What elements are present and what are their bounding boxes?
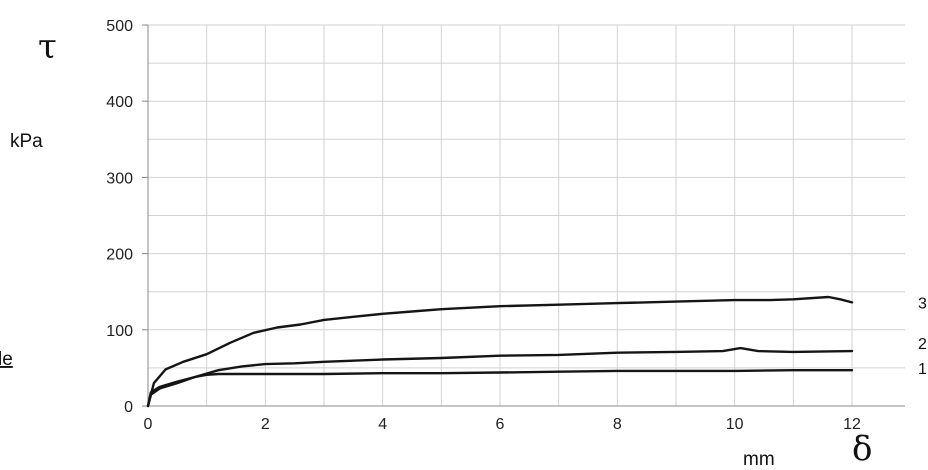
y-tick-labels: 0 100 200 300 400 500 (106, 18, 148, 416)
y-axis-unit: kPa (10, 131, 43, 152)
x-tick-label: 4 (378, 416, 387, 433)
y-axis-symbol: τ (38, 27, 57, 67)
x-tick-label: 8 (613, 416, 622, 433)
series-label-3: 3 (918, 295, 927, 312)
x-tick-label: 10 (726, 416, 744, 433)
x-axis-symbol: δ (852, 429, 872, 469)
y-tick-label: 100 (106, 323, 133, 340)
series-line-1 (146, 369, 854, 408)
chart-axes (147, 25, 905, 407)
x-tick-label: 2 (261, 416, 270, 433)
x-tick-label: 6 (496, 416, 505, 433)
x-axis-unit: mm (743, 449, 775, 470)
series-lines (146, 295, 854, 408)
y-tick-label: 300 (106, 170, 133, 187)
x-tick-label: 12 (843, 416, 861, 433)
chart-grid (147, 24, 905, 407)
x-tick-labels: 0 2 4 6 8 10 12 (144, 416, 861, 433)
y-tick-label: 400 (106, 94, 133, 111)
y-tick-label: 500 (106, 18, 133, 35)
x-tick-label: 0 (144, 416, 153, 433)
series-label-1: 1 (918, 361, 927, 378)
series-line-3 (146, 295, 854, 408)
y-tick-label: 200 (106, 247, 133, 264)
y-tick-label: 0 (124, 399, 133, 416)
cropped-margin-text: le (0, 349, 13, 370)
series-line-2 (146, 346, 854, 408)
series-label-2: 2 (918, 336, 927, 353)
series-labels: 1 2 3 (918, 295, 927, 378)
